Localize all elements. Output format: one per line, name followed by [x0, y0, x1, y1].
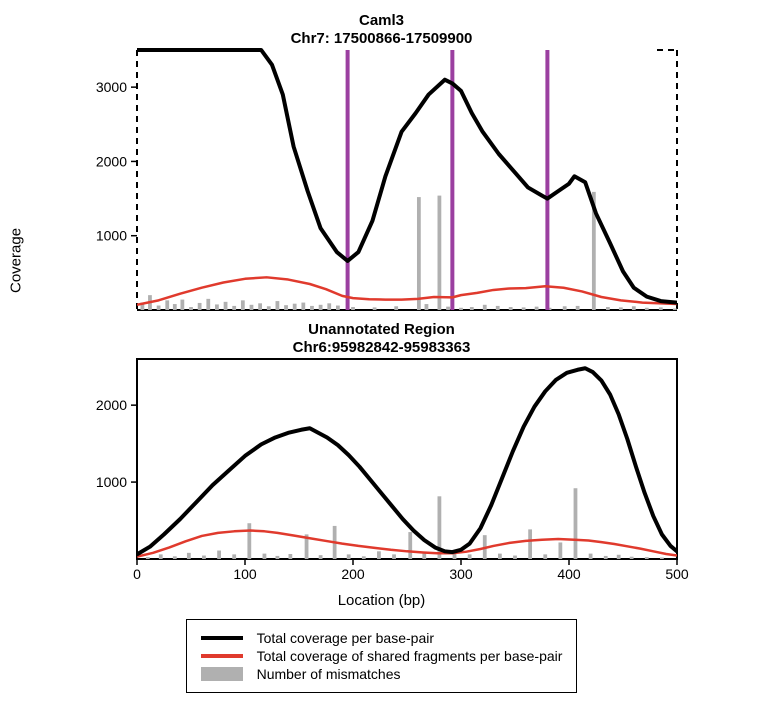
legend-swatch-mismatch [201, 667, 243, 681]
svg-text:200: 200 [341, 566, 365, 582]
svg-text:500: 500 [665, 566, 689, 582]
legend-label-shared: Total coverage of shared fragments per b… [257, 648, 563, 664]
svg-text:2000: 2000 [95, 397, 126, 413]
legend-label-total: Total coverage per base-pair [257, 630, 434, 646]
svg-text:300: 300 [449, 566, 473, 582]
legend-item-total: Total coverage per base-pair [201, 630, 563, 646]
legend-item-mismatch: Number of mismatches [201, 666, 563, 682]
coverage-figure: Caml3 Chr7: 17500866-17509900 1000200030… [10, 10, 753, 693]
panel-caml3: Caml3 Chr7: 17500866-17509900 1000200030… [67, 10, 697, 319]
svg-text:3000: 3000 [95, 79, 126, 95]
svg-text:1000: 1000 [95, 474, 126, 490]
legend-label-mismatch: Number of mismatches [257, 666, 401, 682]
svg-text:2000: 2000 [95, 153, 126, 169]
legend-swatch-total [201, 636, 243, 640]
legend-swatch-shared [201, 654, 243, 658]
y-axis-label: Coverage [8, 228, 25, 293]
svg-text:1000: 1000 [95, 228, 126, 244]
legend: Total coverage per base-pair Total cover… [186, 619, 578, 693]
legend-item-shared: Total coverage of shared fragments per b… [201, 648, 563, 664]
svg-text:400: 400 [557, 566, 581, 582]
chart-bottom: 1000 2000 0 100 200 300 400 500 [67, 319, 697, 585]
svg-text:0: 0 [133, 566, 141, 582]
x-axis-label: Location (bp) [338, 592, 426, 609]
chart-top: 1000 2000 3000 [67, 10, 697, 314]
svg-text:100: 100 [233, 566, 257, 582]
panel-unannotated: Unannotated Region Chr6:95982842-9598336… [67, 319, 697, 590]
